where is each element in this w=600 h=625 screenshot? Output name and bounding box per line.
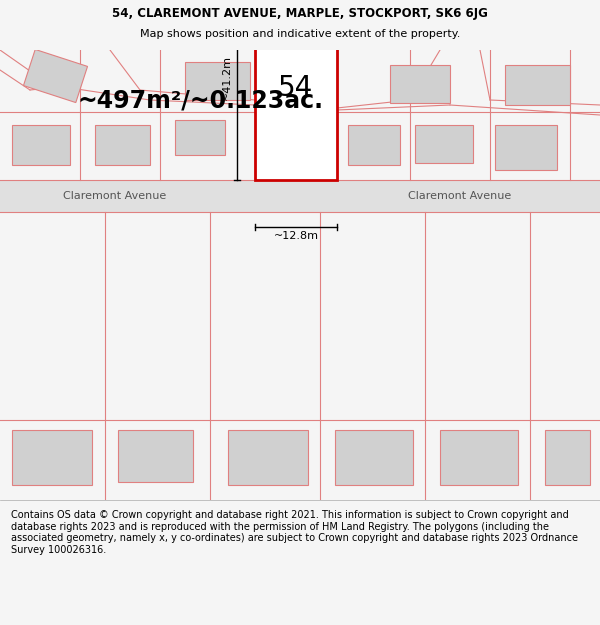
Bar bbox=[415, 125, 473, 163]
Bar bbox=[185, 62, 250, 100]
Bar bbox=[505, 65, 570, 105]
Text: Contains OS data © Crown copyright and database right 2021. This information is : Contains OS data © Crown copyright and d… bbox=[11, 510, 578, 555]
Text: Claremont Avenue: Claremont Avenue bbox=[409, 191, 512, 201]
Bar bbox=[390, 65, 450, 103]
Text: 54: 54 bbox=[278, 74, 314, 102]
Polygon shape bbox=[23, 49, 88, 102]
Bar bbox=[95, 125, 150, 165]
Bar bbox=[12, 430, 92, 485]
Bar bbox=[348, 125, 400, 165]
Bar bbox=[335, 430, 413, 485]
Bar bbox=[255, 0, 337, 180]
Bar bbox=[495, 125, 557, 170]
Text: ~41.2m: ~41.2m bbox=[222, 55, 232, 100]
Text: Map shows position and indicative extent of the property.: Map shows position and indicative extent… bbox=[140, 29, 460, 39]
Bar bbox=[0, 180, 600, 212]
Bar bbox=[228, 430, 308, 485]
Bar bbox=[440, 430, 518, 485]
Bar bbox=[175, 120, 225, 155]
Bar bbox=[12, 125, 70, 165]
Text: 54, CLAREMONT AVENUE, MARPLE, STOCKPORT, SK6 6JG: 54, CLAREMONT AVENUE, MARPLE, STOCKPORT,… bbox=[112, 8, 488, 21]
Text: ~497m²/~0.123ac.: ~497m²/~0.123ac. bbox=[77, 88, 323, 112]
Bar bbox=[545, 430, 590, 485]
Text: ~12.8m: ~12.8m bbox=[274, 231, 319, 241]
Text: Claremont Avenue: Claremont Avenue bbox=[64, 191, 167, 201]
Bar bbox=[118, 430, 193, 482]
